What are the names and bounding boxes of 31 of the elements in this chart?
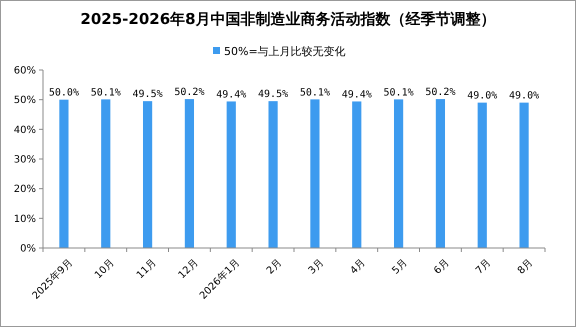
data-label: 50.2%	[425, 87, 456, 98]
x-tick-label: 4月	[348, 257, 368, 277]
data-label: 50.1%	[384, 87, 414, 98]
x-tick-label: 11月	[134, 257, 159, 282]
data-label: 50.2%	[174, 87, 204, 98]
x-tick-label: 8月	[516, 257, 536, 277]
x-tick-label: 6月	[432, 257, 452, 277]
data-label: 50.1%	[300, 87, 330, 98]
data-label: 50.1%	[90, 87, 121, 98]
data-label: 49.4%	[342, 89, 372, 100]
y-tick-label: 0%	[20, 244, 36, 254]
x-tick-label: 12月	[176, 257, 200, 282]
x-tick-label: 3月	[306, 257, 326, 277]
data-label: 49.5%	[132, 89, 163, 100]
data-label: 49.0%	[467, 90, 498, 102]
y-tick-label: 60%	[14, 66, 36, 76]
y-tick-label: 40%	[14, 124, 36, 136]
x-tick-label: 7月	[474, 257, 494, 277]
y-tick-label: 30%	[14, 154, 36, 166]
y-tick-label: 20%	[14, 184, 36, 196]
data-label: 49.5%	[258, 89, 288, 100]
y-tick-label: 50%	[14, 95, 36, 106]
data-label: 49.4%	[216, 89, 246, 100]
legend-label: 50%=与上月比较无变化	[224, 45, 346, 58]
data-label: 50.0%	[48, 88, 79, 99]
data-label: 49.0%	[509, 90, 540, 102]
y-tick-label: 10%	[14, 214, 36, 225]
x-tick-label: 2月	[264, 257, 284, 277]
x-tick-label: 10月	[92, 257, 117, 282]
chart-title: 2025-2026年8月中国非制造业商务活动指数（经季节调整）	[80, 10, 496, 28]
x-tick-label: 5月	[390, 257, 410, 277]
